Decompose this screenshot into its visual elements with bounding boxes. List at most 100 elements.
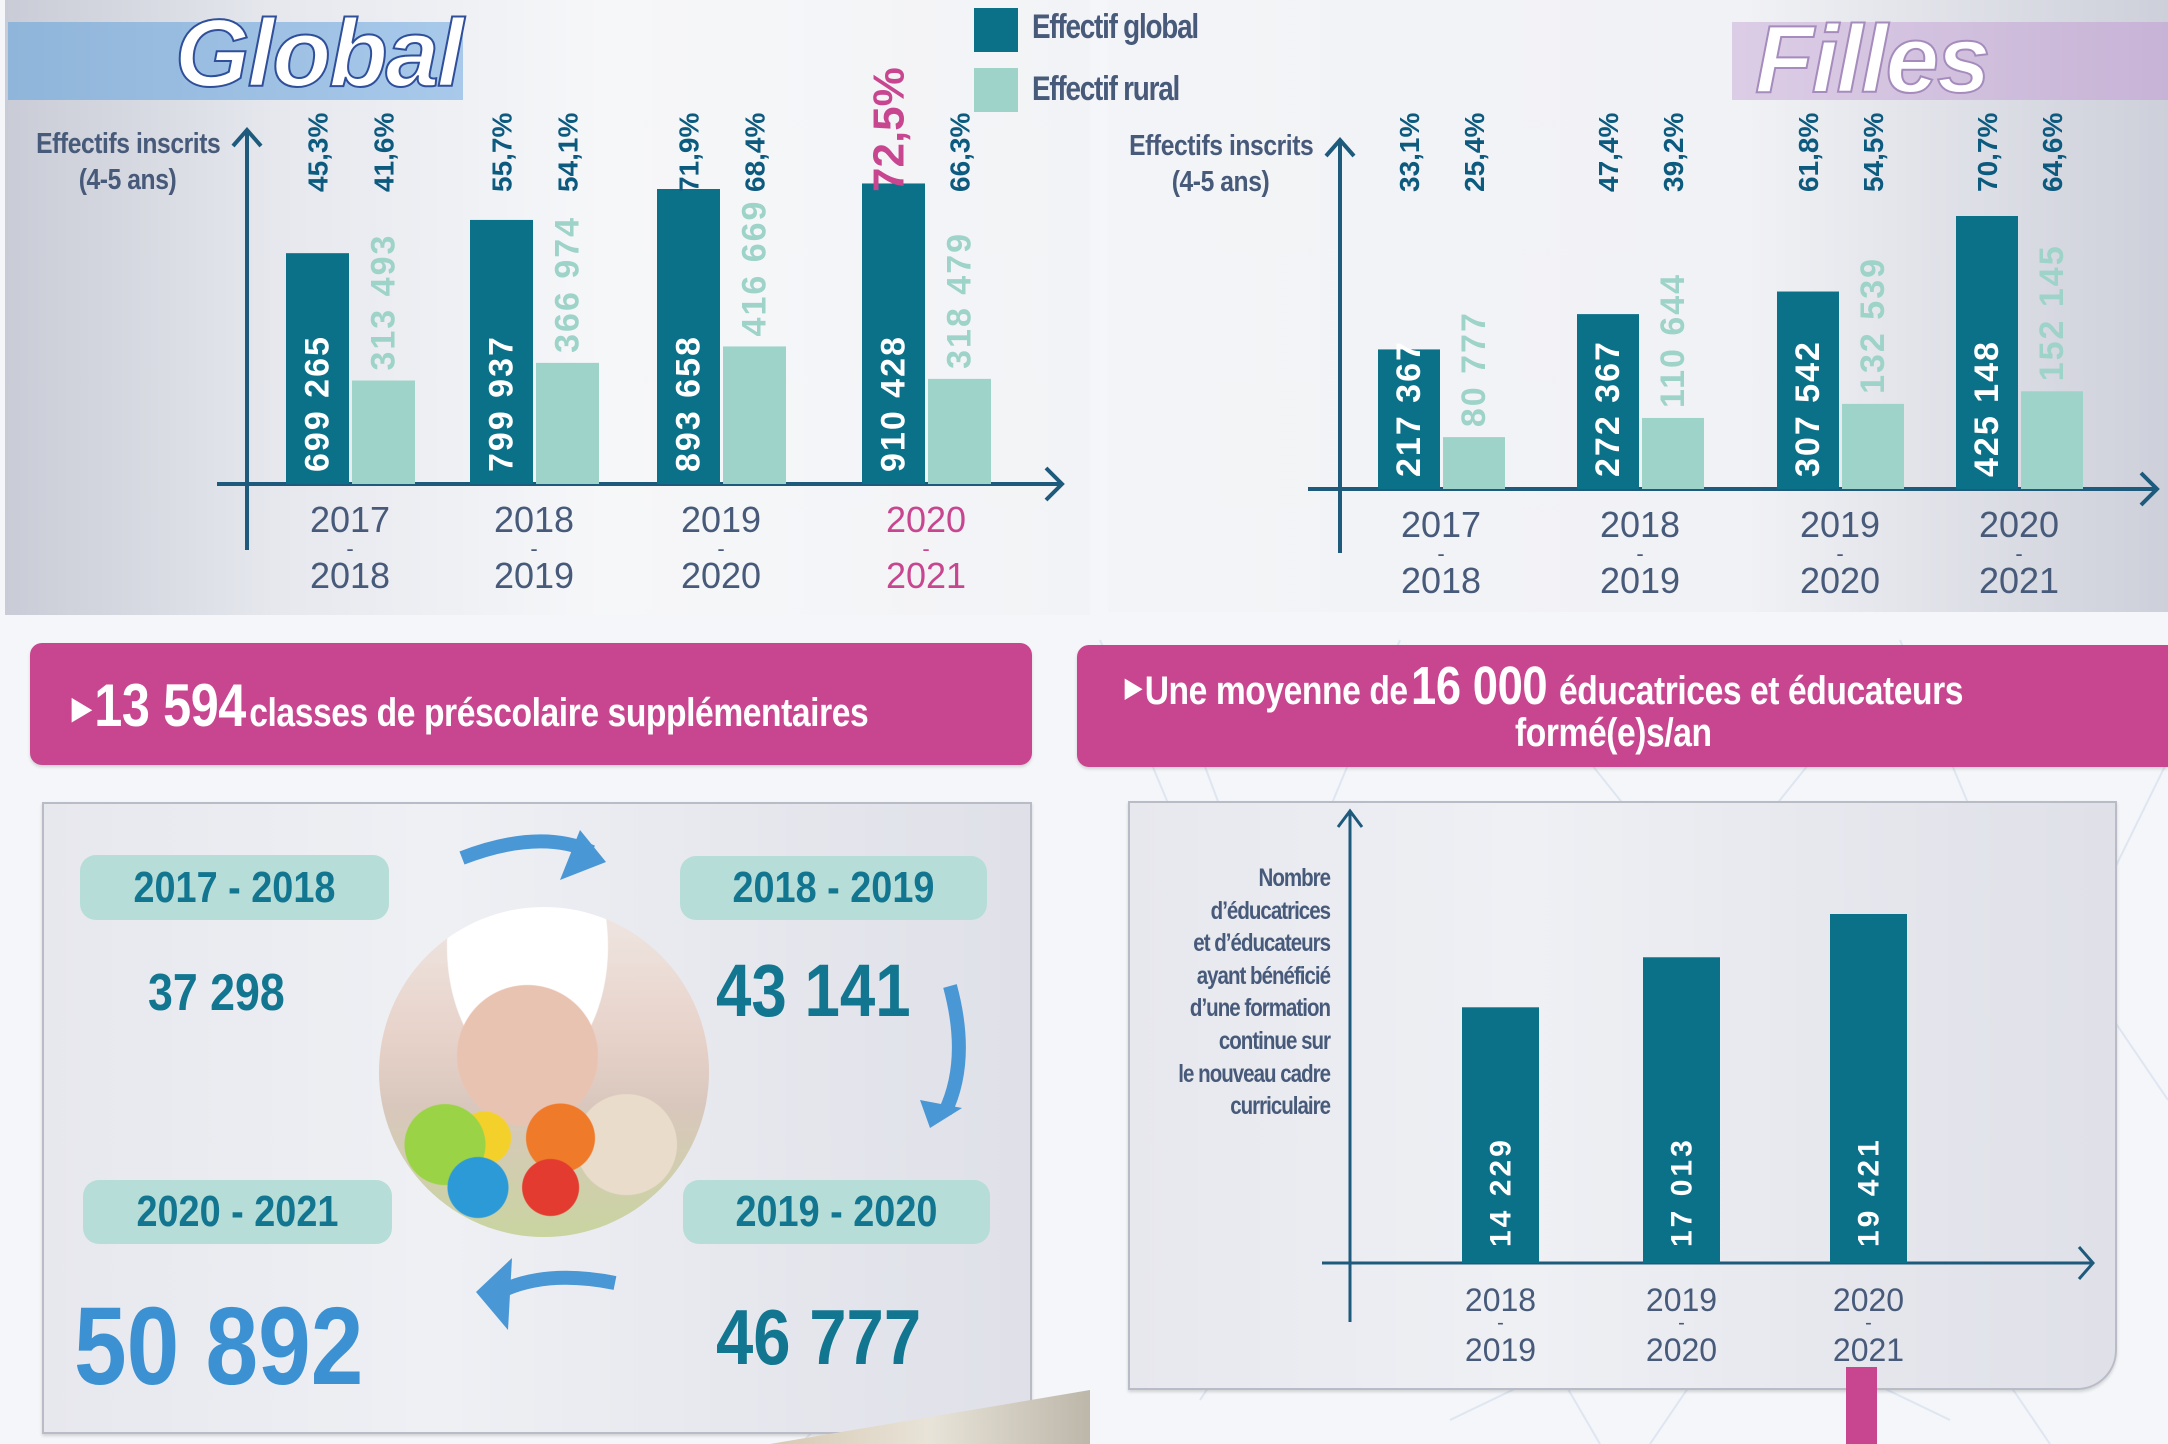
x-axis-arrow-icon bbox=[1044, 466, 1065, 502]
x-tick-sep: - bbox=[1678, 1312, 1685, 1334]
year-pill-text: 2019 - 2020 bbox=[735, 1187, 938, 1236]
rate-label: 39,2% bbox=[1658, 113, 1689, 192]
legend-label-rural: Effectif rural bbox=[1032, 70, 1180, 108]
bar-rural bbox=[536, 362, 599, 484]
y-axis-arrow-icon bbox=[231, 126, 263, 148]
filles-y-axis-title-line2: (4-5 ans) bbox=[1171, 166, 1270, 198]
classes-label: classes de préscolaire supplémentaires bbox=[249, 691, 869, 735]
rate-label: 61,8% bbox=[1793, 113, 1824, 192]
x-axis-arrow-icon bbox=[2077, 1246, 2095, 1280]
bar-value-label: 313 493 bbox=[365, 234, 403, 371]
x-tick-top: 2019 bbox=[1800, 504, 1880, 545]
legend-label-global: Effectif global bbox=[1032, 8, 1199, 46]
x-tick-sep: - bbox=[1497, 1312, 1504, 1334]
year-pill-2020-2021: 2020 - 2021 bbox=[83, 1180, 392, 1244]
classes-value-2018-2019: 43 141 bbox=[716, 949, 911, 1032]
bar-value-label: 307 542 bbox=[1789, 340, 1827, 477]
bar-rural bbox=[723, 346, 786, 484]
bar-rural bbox=[352, 380, 415, 484]
training-y-axis-title-line: Nombre bbox=[1258, 864, 1331, 892]
x-tick-top: 2020 bbox=[1979, 504, 2059, 545]
global-y-axis-title: Effectifs inscrits (4-5 ans) bbox=[36, 126, 221, 198]
bar-value-label: 152 145 bbox=[2033, 244, 2071, 381]
year-pill-2017-2018: 2017 - 2018 bbox=[80, 855, 389, 920]
educ-count: 16 000 bbox=[1411, 656, 1548, 716]
global-banner bbox=[8, 22, 463, 100]
classes-banner: ▶ 13 594 classes de préscolaire suppléme… bbox=[30, 643, 1032, 765]
bar-value-label: 318 479 bbox=[941, 232, 979, 369]
bar-global bbox=[470, 219, 533, 484]
x-tick-bottom: 2020 bbox=[681, 555, 761, 596]
play-arrow-icon: ▶ bbox=[72, 692, 91, 725]
x-tick-sep: - bbox=[922, 536, 929, 561]
bar bbox=[1462, 1007, 1539, 1263]
x-tick-top: 2018 bbox=[1600, 504, 1680, 545]
bar-global bbox=[286, 253, 349, 484]
x-tick-sep: - bbox=[717, 536, 724, 561]
bar bbox=[1830, 914, 1907, 1263]
filles-title: Filles bbox=[1754, 6, 1991, 113]
x-tick-top: 2017 bbox=[1401, 504, 1481, 545]
bar-global bbox=[1777, 291, 1839, 489]
classes-value-2020-2021: 50 892 bbox=[74, 1285, 364, 1408]
x-tick-sep: - bbox=[1865, 1312, 1872, 1334]
legend-swatch-rural bbox=[974, 68, 1018, 112]
training-y-axis-title-line: continue sur bbox=[1218, 1026, 1331, 1055]
legend-swatch-global bbox=[974, 8, 1018, 52]
rate-label: 64,6% bbox=[2037, 113, 2068, 192]
filles-y-axis-title-line1: Effectifs inscrits bbox=[1129, 130, 1314, 162]
arrow-left-curved-icon bbox=[476, 1258, 617, 1330]
bar bbox=[1643, 957, 1720, 1263]
rate-label: 70,7% bbox=[1972, 113, 2003, 192]
rate-label: 33,1% bbox=[1394, 113, 1425, 192]
rate-label: 55,7% bbox=[487, 113, 518, 192]
x-tick-bottom: 2018 bbox=[1401, 560, 1481, 601]
x-tick-sep: - bbox=[2015, 541, 2022, 566]
educ-prefix: Une moyenne de bbox=[1144, 669, 1408, 713]
classes-count: 13 594 bbox=[94, 672, 246, 739]
x-tick-bottom: 2019 bbox=[494, 555, 574, 596]
x-axis-arrow-icon bbox=[2139, 471, 2160, 507]
children-playing-photo bbox=[379, 907, 709, 1237]
play-arrow-icon: ▶ bbox=[1125, 672, 1142, 702]
classes-value-2017-2018: 37 298 bbox=[148, 964, 285, 1022]
bar-global bbox=[1577, 314, 1639, 489]
bar-value-label: 366 974 bbox=[549, 216, 587, 353]
bar-value-label: 893 658 bbox=[670, 335, 708, 472]
y-axis-arrow-icon bbox=[1336, 808, 1364, 828]
year-pill-2019-2020: 2019 - 2020 bbox=[683, 1180, 990, 1244]
bar-rural bbox=[1842, 403, 1904, 489]
arrow-right-curved-icon bbox=[459, 830, 606, 880]
bar-value-label: 416 669 bbox=[736, 200, 774, 337]
global-y-axis-title-line2: (4-5 ans) bbox=[78, 164, 177, 196]
x-tick-bottom: 2021 bbox=[886, 555, 966, 596]
arrow-down-curved-icon bbox=[920, 984, 966, 1128]
x-tick-top: 2018 bbox=[1465, 1282, 1536, 1318]
classes-banner-text: ▶ 13 594 classes de préscolaire suppléme… bbox=[72, 671, 869, 740]
x-tick-sep: - bbox=[346, 536, 353, 561]
bar-value-label: 910 428 bbox=[875, 335, 913, 472]
year-pill-text: 2018 - 2019 bbox=[732, 863, 935, 912]
year-pill-text: 2020 - 2021 bbox=[136, 1187, 339, 1236]
x-tick-sep: - bbox=[1437, 541, 1444, 566]
rate-label: 66,3% bbox=[945, 113, 976, 192]
bar-global bbox=[1378, 349, 1440, 489]
bar-rural bbox=[2021, 391, 2083, 489]
training-box bbox=[1128, 801, 2117, 1390]
training-y-axis-title-line: ayant bénéficié bbox=[1196, 961, 1331, 990]
x-tick-sep: - bbox=[1636, 541, 1643, 566]
bar-value-label: 425 148 bbox=[1968, 340, 2006, 477]
year-pill-2018-2019: 2018 - 2019 bbox=[680, 856, 987, 920]
x-tick-top: 2020 bbox=[1833, 1282, 1904, 1318]
x-tick-top: 2017 bbox=[310, 499, 390, 540]
filles-banner bbox=[1732, 22, 2168, 100]
rate-label: 41,6% bbox=[369, 113, 400, 192]
rate-label: 47,4% bbox=[1593, 113, 1624, 192]
global-y-axis-title-line1: Effectifs inscrits bbox=[36, 128, 221, 160]
training-y-axis-title: Nombre d’éducatrices et d’éducateurs ayant … bbox=[1145, 862, 1331, 1123]
bar-value-label: 132 539 bbox=[1854, 257, 1892, 394]
bar-value-label: 272 367 bbox=[1589, 340, 1627, 477]
